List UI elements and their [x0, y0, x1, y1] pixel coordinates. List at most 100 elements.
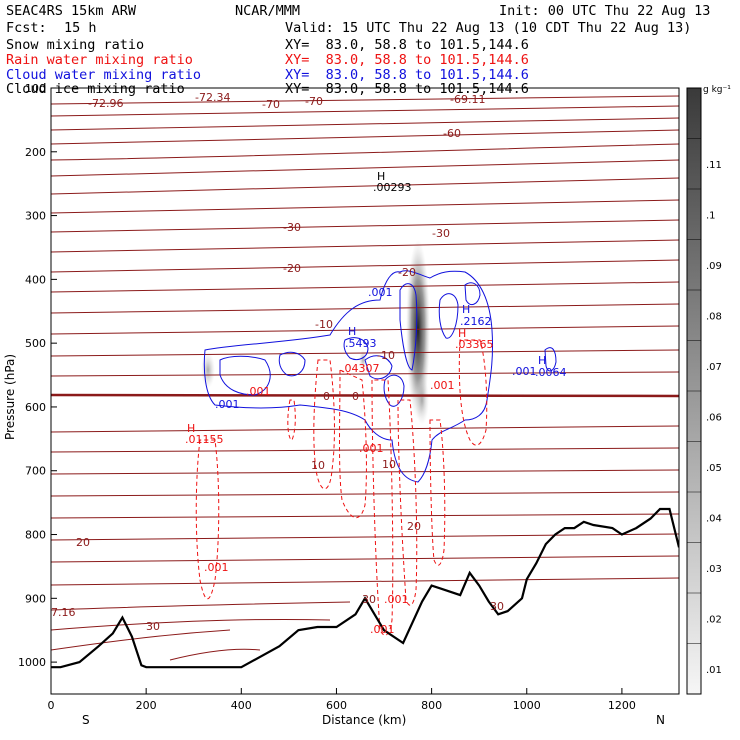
- temp-label: -69.11: [450, 93, 485, 106]
- rain-water-label: .001: [246, 385, 271, 398]
- y-tick-label: 1000: [18, 656, 46, 669]
- extremum-mark: H: [462, 303, 470, 316]
- north-label: N: [656, 713, 665, 727]
- colorbar-label: .06: [706, 412, 722, 423]
- field-xy-cloud-water: XY= 83.0, 58.8 to 101.5,144.6: [285, 67, 529, 83]
- colorbar-label: .04: [706, 513, 722, 524]
- fcst-label: Fcst:: [6, 20, 47, 36]
- colorbar-label: .03: [706, 564, 722, 575]
- temp-label: -10: [315, 318, 333, 331]
- y-axis: 100 200 300 400 500 600 700 800 900 1000: [18, 82, 57, 669]
- temp-label: -70: [305, 95, 323, 108]
- fcst-value: 15 h: [64, 20, 97, 36]
- cloud-water-label: .001: [368, 286, 393, 299]
- extremum-value: .0064: [535, 366, 567, 379]
- temp-label: 20: [76, 536, 90, 549]
- ice-shading-lower: [415, 375, 429, 425]
- x-tick-label: 200: [136, 699, 157, 712]
- extremum-mark: H: [538, 354, 546, 367]
- colorbar-label: .09: [706, 261, 722, 272]
- y-tick-label: 900: [25, 592, 46, 605]
- temp-label: 30: [490, 600, 504, 613]
- org-label: NCAR/MMM: [235, 3, 301, 19]
- y-tick-label: 800: [25, 529, 46, 542]
- y-axis-label: Pressure (hPa): [3, 354, 17, 440]
- y-tick-label: 200: [25, 146, 46, 159]
- field-label-snow: Snow mixing ratio: [6, 37, 145, 53]
- field-xy-cloud-ice: XY= 83.0, 58.8 to 101.5,144.6: [285, 81, 529, 97]
- y-tick-label: 500: [25, 337, 46, 350]
- extremum-value: .01155: [185, 433, 224, 446]
- extremum-value: .03365: [455, 338, 494, 351]
- extremum-mark: H: [348, 325, 356, 338]
- rain-water-label: .001: [370, 623, 395, 636]
- rain-water-label: .001: [384, 593, 409, 606]
- x-tick-label: 400: [231, 699, 252, 712]
- temp-label: -70: [262, 98, 280, 111]
- temp-label: 30: [146, 620, 160, 633]
- temp-label: -72.96: [88, 97, 123, 110]
- temp-label: 7.16: [51, 606, 76, 619]
- x-axis: 0 200 400 600 800 1000 1200: [48, 688, 636, 712]
- colorbar-label: .02: [706, 614, 722, 625]
- extremum-value: .00293: [373, 181, 412, 194]
- x-tick-label: 600: [326, 699, 347, 712]
- south-label: S: [82, 713, 90, 727]
- temp-label: 0: [323, 390, 330, 403]
- cloud-water-contours: [203, 270, 557, 483]
- x-tick-label: 800: [421, 699, 442, 712]
- colorbar-label: .08: [706, 311, 722, 322]
- temp-label: 10: [311, 459, 325, 472]
- y-tick-label: 400: [25, 273, 46, 286]
- isotherm-0c: [51, 393, 679, 398]
- y-tick-label: 600: [25, 401, 46, 414]
- x-axis-label: Distance (km): [322, 713, 406, 727]
- extremum-value: .5493: [345, 337, 377, 350]
- model-title: SEAC4RS 15km ARW: [6, 3, 137, 19]
- field-label-rain: Rain water mixing ratio: [6, 52, 193, 68]
- colorbar-label: .01: [706, 665, 722, 676]
- colorbar-unit: g kg⁻¹: [703, 85, 731, 95]
- valid-time: Valid: 15 UTC Thu 22 Aug 13 (10 CDT Thu …: [285, 20, 692, 36]
- rain-water-label: .001: [359, 442, 384, 455]
- field-xy-snow: XY= 83.0, 58.8 to 101.5,144.6: [285, 37, 529, 53]
- temp-label: 10: [382, 458, 396, 471]
- x-tick-label: 1200: [608, 699, 636, 712]
- temp-label: 0: [352, 390, 359, 403]
- colorbar-label: .05: [706, 463, 722, 474]
- extremum-mark: H: [458, 327, 466, 340]
- temp-label: -20: [398, 266, 416, 279]
- extremum-mark: H: [187, 422, 195, 435]
- isotherms: [51, 95, 679, 661]
- field-xy-rain: XY= 83.0, 58.8 to 101.5,144.6: [285, 52, 529, 68]
- rain-water-label: .04307: [341, 362, 380, 375]
- colorbar-label: .11: [706, 160, 722, 171]
- ice-shading-left: [201, 352, 215, 388]
- field-label-cloud-water: Cloud water mixing ratio: [6, 67, 202, 83]
- rain-water-label: .001: [430, 379, 455, 392]
- x-tick-label: 1000: [513, 699, 541, 712]
- colorbar-label: .1: [706, 210, 716, 221]
- init-time: Init: 00 UTC Thu 22 Aug 13: [499, 3, 711, 19]
- temp-label: -20: [283, 262, 301, 275]
- rain-water-label: .001: [204, 561, 229, 574]
- plot-frame: [50, 87, 680, 695]
- x-tick-label: 0: [48, 699, 55, 712]
- temp-label: -60: [443, 127, 461, 140]
- temp-label: 20: [407, 520, 421, 533]
- y-tick-label: 100: [25, 82, 46, 95]
- colorbar: .11 .1 .09 .08 .07 .06 .05 .04 .03 .02 .01 g kg⁻¹: [686, 85, 731, 695]
- cloud-water-label: .001: [512, 365, 537, 378]
- field-label-cloud-ice: Cloud ice mixing ratio: [6, 81, 185, 97]
- y-tick-label: 300: [25, 210, 46, 223]
- temp-label: 30: [362, 593, 376, 606]
- ice-shading-mid: [359, 350, 367, 370]
- temp-label: -30: [432, 227, 450, 240]
- extremum-mark: H: [377, 170, 385, 183]
- cloud-water-label: .001: [215, 398, 240, 411]
- colorbar-label: .07: [706, 362, 722, 373]
- temp-label: -10: [377, 349, 395, 362]
- terrain-profile: [51, 507, 679, 669]
- y-tick-label: 700: [25, 465, 46, 478]
